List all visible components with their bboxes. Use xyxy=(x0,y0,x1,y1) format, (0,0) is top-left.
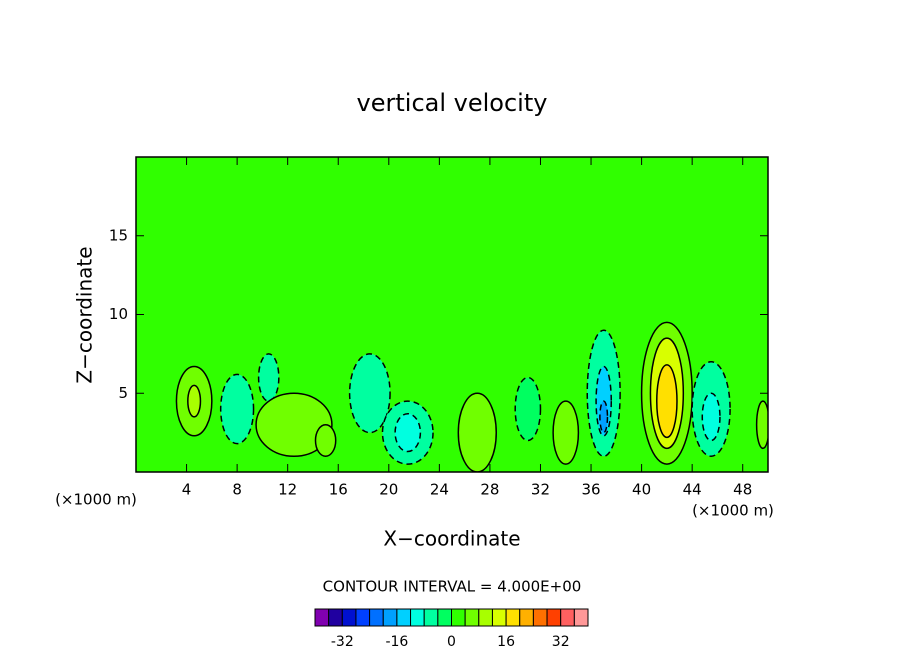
colorbar-box xyxy=(355,608,371,627)
contour-region xyxy=(257,353,280,402)
colorbar-label: -16 xyxy=(385,634,408,650)
contour-region xyxy=(514,376,542,442)
contour-region xyxy=(348,353,391,434)
colorbar-box xyxy=(519,608,534,627)
colorbar-box xyxy=(437,608,453,627)
contour-region xyxy=(255,392,333,457)
y-tick-label: 15 xyxy=(109,226,128,244)
y-tick-label: 5 xyxy=(118,384,128,402)
x-tick-label: 28 xyxy=(480,481,499,499)
colorbar-box xyxy=(341,608,357,627)
colorbar-label: 16 xyxy=(497,634,515,650)
colorbar-label: 0 xyxy=(447,634,456,650)
colorbar-box xyxy=(451,608,466,627)
x-tick-label: 48 xyxy=(733,481,752,499)
colorbar-box xyxy=(546,608,562,627)
colorbar-box xyxy=(382,608,398,627)
contour-interval: CONTOUR INTERVAL = 4.000E+00 xyxy=(323,578,582,596)
x-units: (×1000 m) xyxy=(692,502,774,520)
colorbar-box xyxy=(505,608,521,627)
colorbar-box xyxy=(314,608,330,627)
colorbar-box xyxy=(478,608,493,627)
colorbar-box xyxy=(560,608,575,627)
x-tick-label: 32 xyxy=(531,481,550,499)
contour-region xyxy=(755,400,768,450)
contour-region xyxy=(219,373,255,445)
contour-region xyxy=(314,424,337,457)
x-tick-label: 20 xyxy=(379,481,398,499)
colorbar-label: 32 xyxy=(552,634,570,650)
colorbar-box xyxy=(464,608,480,627)
x-tick-label: 8 xyxy=(232,481,242,499)
colorbar-box xyxy=(328,608,343,627)
contour-region xyxy=(656,364,678,439)
colorbar-box xyxy=(491,608,507,627)
colorbar-box xyxy=(410,608,425,627)
x-tick-label: 16 xyxy=(329,481,348,499)
x-tick-label: 12 xyxy=(278,481,297,499)
y-tick-label: 10 xyxy=(109,305,128,323)
x-tick-label: 36 xyxy=(581,481,600,499)
contour-region xyxy=(457,392,497,472)
contour-region xyxy=(394,412,422,453)
colorbar-label: -32 xyxy=(331,634,354,650)
x-tick-label: 40 xyxy=(632,481,651,499)
x-tick-label: 44 xyxy=(683,481,702,499)
contour-region xyxy=(701,392,721,442)
contour-region xyxy=(599,400,609,434)
chart-title: vertical velocity xyxy=(357,89,548,117)
x-tick-label: 4 xyxy=(182,481,192,499)
colorbar-box xyxy=(532,608,548,627)
x-axis-label: X−coordinate xyxy=(383,527,520,551)
y-units: (×1000 m) xyxy=(55,491,137,509)
contour-region xyxy=(187,384,202,418)
colorbar-box xyxy=(573,608,589,627)
y-axis-label: Z−coordinate xyxy=(73,246,97,383)
colorbar-box xyxy=(369,608,384,627)
x-tick-label: 24 xyxy=(430,481,449,499)
plot-area xyxy=(136,157,768,472)
colorbar-box xyxy=(396,608,412,627)
contour-region xyxy=(552,400,580,465)
colorbar-box xyxy=(423,608,439,627)
